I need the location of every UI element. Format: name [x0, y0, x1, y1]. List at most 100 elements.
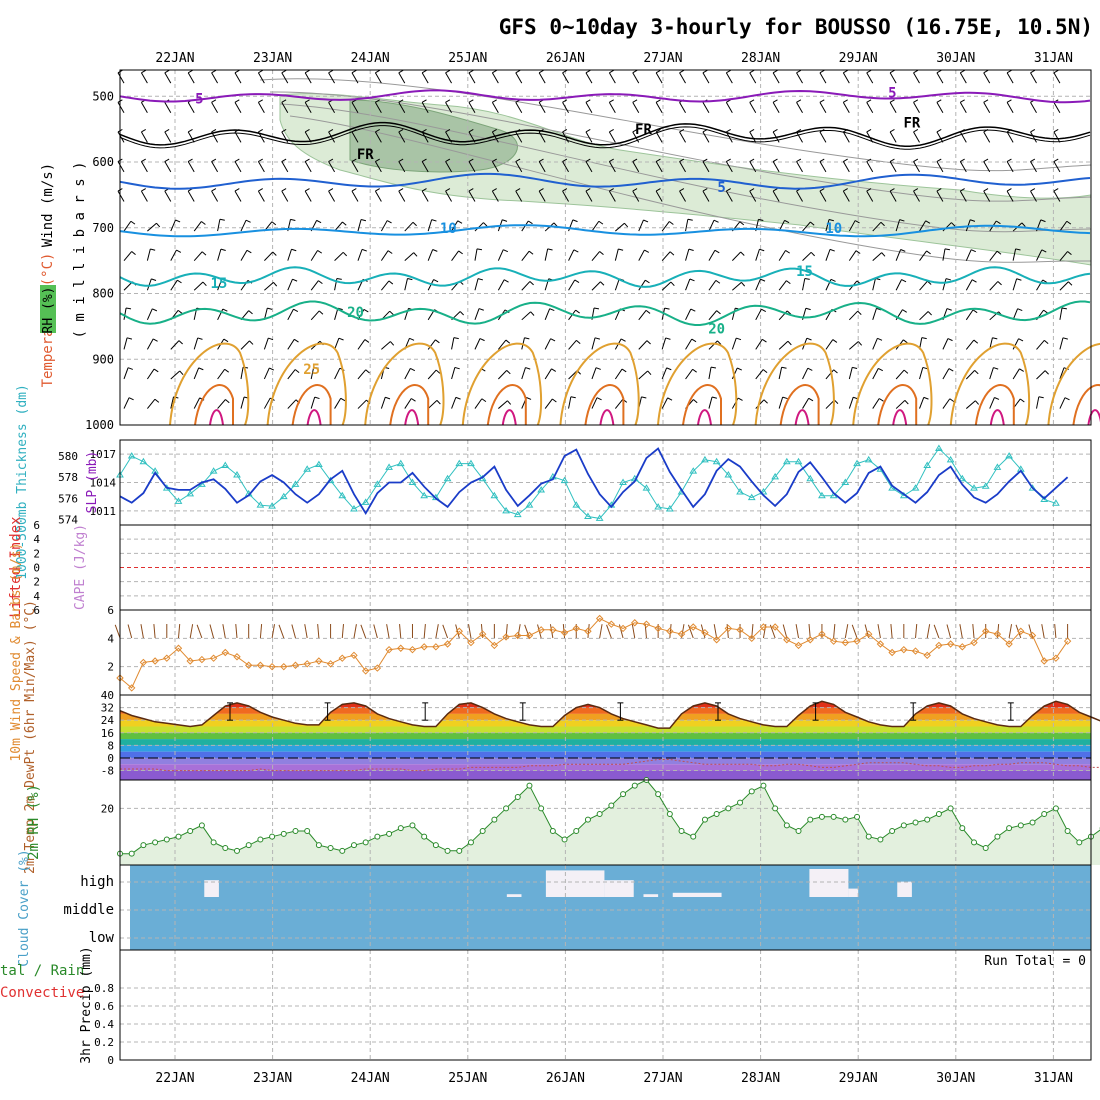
wind-barb — [842, 72, 850, 84]
wind-barb — [913, 190, 920, 202]
wind-barb — [187, 131, 195, 143]
wind-barb — [328, 190, 336, 202]
wind-barb-flag — [878, 367, 884, 372]
wind-barb-flag — [726, 69, 731, 74]
wind-barb-flag — [833, 369, 838, 374]
wind-barb — [919, 397, 925, 409]
wind-barb-flag — [573, 249, 579, 253]
wind-barb — [965, 309, 974, 321]
wind-barb-flag — [808, 397, 814, 402]
wind10m-point — [771, 623, 779, 631]
wind-barb-flag — [360, 218, 367, 222]
wind-barb-flag — [492, 128, 497, 133]
wind-barb-flag — [328, 69, 334, 74]
rh2m-point — [374, 833, 381, 840]
wind-barb-flag — [179, 370, 184, 376]
wind-barb — [123, 220, 132, 232]
wind-barb — [895, 249, 902, 261]
wind-barb-flag — [926, 250, 931, 255]
wind-barb — [731, 308, 736, 320]
wind-barb — [117, 72, 125, 84]
pressure-tick: 800 — [92, 287, 114, 301]
wind-barb — [357, 249, 363, 261]
wind-barb — [117, 190, 125, 202]
wind-barb — [240, 219, 247, 232]
rh-tick: 20 — [101, 802, 114, 815]
wind10m-barb — [271, 624, 276, 639]
wind-barb — [802, 367, 809, 380]
wind-barb — [146, 308, 153, 321]
wind-barb-flag — [375, 158, 380, 162]
rh2m-point — [877, 836, 884, 843]
wind-barb-flag — [177, 309, 183, 314]
wind-barb-flag — [572, 219, 578, 223]
wind-barb — [568, 249, 575, 261]
wind-barb — [913, 131, 920, 143]
wind-barb — [140, 161, 148, 173]
wind-barb — [685, 338, 693, 350]
slp-point — [279, 492, 288, 500]
dewpoint-line — [120, 759, 1100, 772]
contour-25 — [852, 342, 933, 426]
contour-35 — [306, 409, 322, 426]
wind-barb — [351, 72, 359, 84]
cloud-label-group: Cloud Cover (%) — [17, 849, 32, 966]
rh2m-line — [120, 779, 1100, 855]
rh2m-point — [690, 833, 697, 840]
slp-point — [642, 484, 651, 491]
wind-barb-flag — [786, 310, 792, 315]
wind10m-frame — [119, 609, 1092, 696]
wind-barb-flag — [749, 99, 755, 103]
wind-barb-flag — [679, 69, 685, 74]
wind-barb-flag — [1040, 219, 1046, 223]
wind-barb — [685, 278, 691, 291]
wind-barb — [328, 102, 336, 113]
wind-barb — [965, 219, 971, 232]
wind-barb-flag — [515, 158, 521, 162]
wind-barb-flag — [1030, 69, 1036, 74]
wind-barb — [983, 161, 991, 173]
wind10m-point — [408, 645, 417, 654]
wind10m-point — [502, 633, 510, 641]
wind-barb — [679, 102, 686, 113]
wind-barb-flag — [375, 69, 380, 74]
wind-barb-flag — [737, 397, 743, 401]
wind-barb-flag — [913, 99, 919, 103]
wind-barb — [123, 307, 127, 320]
wind-barb-flag — [829, 248, 835, 252]
wind-barb-flag — [164, 158, 170, 162]
wind-tick: 6 — [107, 604, 114, 617]
wind-barb-flag — [281, 128, 287, 133]
wind-barb-flag — [293, 308, 299, 313]
wind-barb-flag — [806, 337, 812, 341]
wind-barb — [872, 368, 879, 380]
wind-tick: 4 — [107, 632, 114, 645]
wind-barb-flag — [304, 128, 310, 133]
wind-barb — [357, 369, 367, 380]
wind-barb-flag — [632, 99, 638, 103]
wind-barb-flag — [455, 396, 461, 400]
wind10m-barb — [946, 624, 952, 639]
wind10m-point — [677, 630, 686, 638]
wind-barb-flag — [1017, 308, 1023, 312]
wind-barb-flag — [644, 249, 650, 253]
wind10m-barb — [877, 624, 881, 639]
wind-barb-flag — [1030, 158, 1036, 162]
rh2m-point — [304, 828, 311, 834]
wind-barb — [515, 131, 523, 143]
rh2m-point — [760, 782, 767, 789]
wind-barb-flag — [772, 158, 778, 162]
wind-barb — [515, 72, 523, 84]
wind-barb-flag — [876, 307, 882, 311]
rh2m-point — [1052, 805, 1059, 812]
wind-barb-flag — [150, 248, 156, 251]
wind-barb — [772, 161, 780, 173]
wind-barb — [913, 102, 920, 113]
wind-barb-flag — [421, 158, 427, 162]
wind-barb — [568, 279, 576, 291]
rh2m-point — [409, 822, 416, 829]
wind-barb — [1036, 396, 1040, 409]
temp-tick: 16 — [101, 727, 114, 740]
wind-barb — [304, 72, 312, 84]
wind10m-point — [1017, 627, 1025, 635]
